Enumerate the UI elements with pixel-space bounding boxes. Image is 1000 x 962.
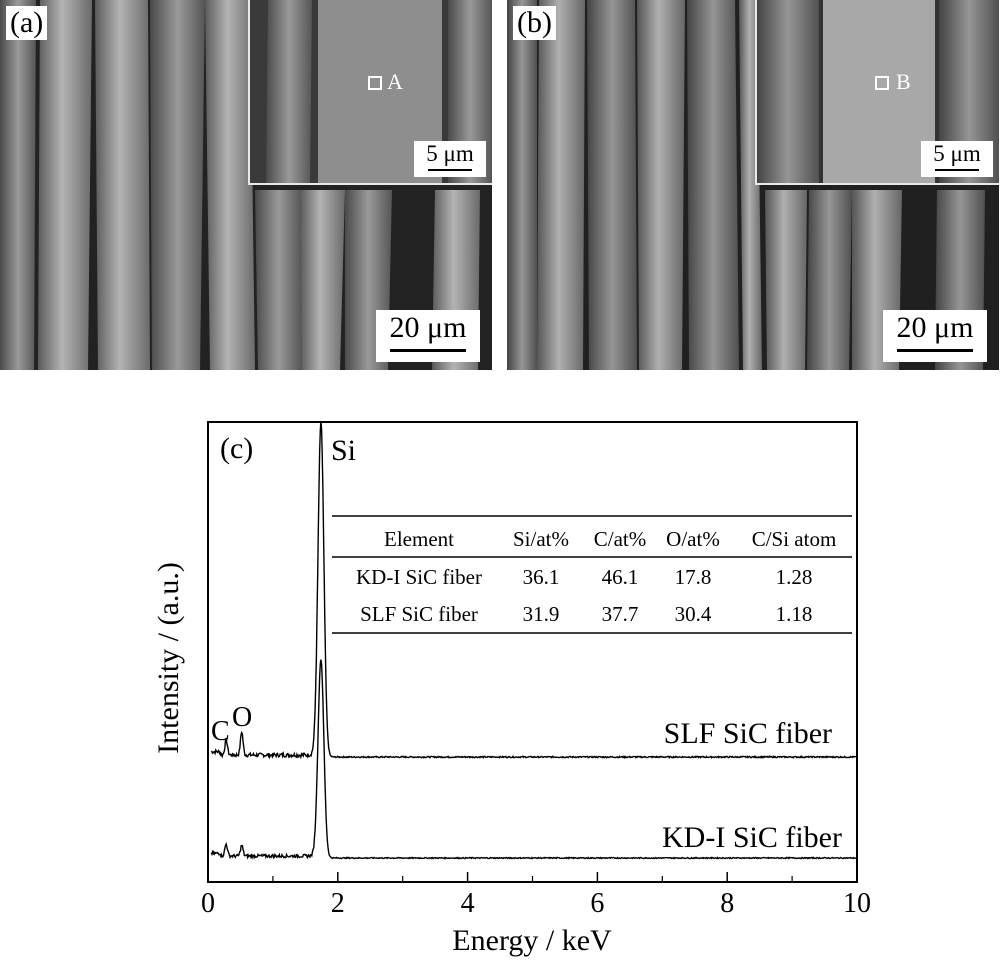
inset-scale-bar-a: 5 μm — [414, 141, 486, 177]
spectrum-line — [210, 659, 858, 861]
panel-label-b: (b) — [513, 6, 556, 40]
x-tick-label: 8 — [720, 888, 734, 919]
composition-table: Element Si/at% C/at% O/at% C/Si atom KD-… — [332, 515, 852, 634]
table-cell: 17.8 — [675, 565, 712, 589]
table-header: Si/at% — [513, 527, 569, 551]
x-tick-label: 0 — [201, 888, 215, 919]
scale-text-a: 20 μm — [389, 311, 467, 344]
scale-line-b — [897, 349, 973, 352]
inset-scale-text-b: 5 μm — [933, 141, 981, 166]
table-cell: 46.1 — [602, 565, 639, 589]
spectrum-line — [210, 421, 858, 760]
spot-marker-a — [368, 76, 382, 90]
x-tick-label: 2 — [331, 888, 345, 919]
peak-label-o: O — [232, 702, 252, 733]
peak-label-si: Si — [331, 434, 356, 467]
plot-frame — [207, 421, 858, 883]
inset-scale-line-a — [428, 169, 472, 171]
sem-image-a: A 5 μm (a) 20 μm — [0, 0, 492, 370]
series-label-slf: SLF SiC fiber — [664, 717, 832, 750]
x-axis-ticks: 0 2 4 6 8 10 — [201, 872, 871, 919]
table-cell: 1.18 — [776, 602, 813, 626]
spot-label-b: B — [896, 69, 911, 94]
x-tick-label: 10 — [843, 888, 871, 919]
panel-label-c: (c) — [220, 432, 253, 465]
peak-label-c: C — [211, 716, 230, 747]
panel-label-a: (a) — [6, 6, 48, 40]
spectra — [210, 421, 858, 861]
fiber-texture-b — [507, 0, 999, 370]
x-tick-label: 4 — [461, 888, 475, 919]
y-axis-title: Intensity / (a.u.) — [152, 562, 185, 754]
sem-image-b: B 5 μm (b) 20 μm — [507, 0, 999, 370]
table-cell: 1.28 — [776, 565, 813, 589]
table-header: C/Si atom — [752, 527, 837, 551]
inset-zoom-a: A 5 μm — [248, 0, 492, 185]
inset-texture-b — [757, 0, 999, 183]
inset-scale-line-b — [935, 169, 979, 171]
table-cell: 31.9 — [523, 602, 560, 626]
table-header: C/at% — [594, 527, 647, 551]
table-cell: KD-I SiC fiber — [356, 565, 482, 589]
table-header: Element — [384, 527, 454, 551]
table-cell: 30.4 — [675, 602, 712, 626]
table-cell: 36.1 — [523, 565, 560, 589]
table-cell: SLF SiC fiber — [360, 602, 478, 626]
spot-marker-b — [875, 76, 889, 90]
series-label-kd: KD-I SiC fiber — [662, 821, 842, 854]
scale-line-a — [390, 349, 466, 352]
inset-zoom-b: B 5 μm — [755, 0, 999, 185]
inset-scale-text-a: 5 μm — [426, 141, 474, 166]
scale-bar-a: 20 μm — [376, 310, 480, 362]
x-tick-label: 6 — [590, 888, 604, 919]
inset-texture-a — [250, 0, 492, 183]
table-cell: 37.7 — [602, 602, 639, 626]
table-header: O/at% — [666, 527, 720, 551]
spot-label-a: A — [387, 69, 403, 94]
x-axis-title: Energy / keV — [452, 924, 612, 957]
scale-bar-b: 20 μm — [883, 310, 987, 362]
eds-spectrum-chart: 0 2 4 6 8 10 (c) Si C O SLF SiC fiber KD-I Si… — [152, 421, 871, 957]
inset-scale-bar-b: 5 μm — [921, 141, 993, 177]
scale-text-b: 20 μm — [896, 311, 974, 344]
